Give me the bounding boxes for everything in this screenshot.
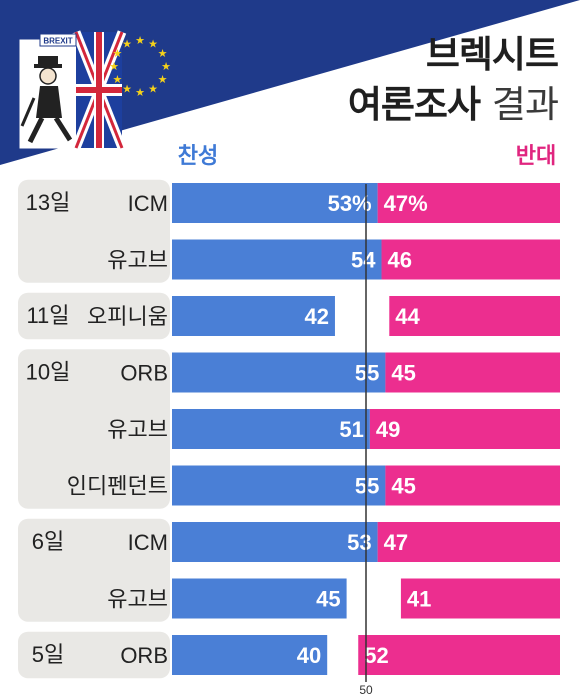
oppose-value-label: 47% [384,191,428,216]
eu-star-icon: ★ [148,37,158,50]
date-label: 13일 [26,190,71,215]
date-group-bg [18,292,170,340]
oppose-bar [381,239,560,280]
title-line-2-main: 여론조사 [347,83,481,126]
eu-star-icon: ★ [135,34,145,47]
eu-star-icon: ★ [158,47,168,60]
oppose-value-label: 45 [391,474,415,499]
oppose-value-label: 45 [391,361,415,386]
date-label: 10일 [26,359,71,384]
date-label: 5일 [32,642,64,667]
oppose-bar [377,522,560,562]
eu-star-icon: ★ [135,86,145,99]
oppose-bar [358,635,560,675]
pollster-label: 유고브 [107,417,168,442]
legend-oppose: 반대 [516,144,556,169]
eu-star-icon: ★ [158,73,168,86]
oppose-value-label: 49 [376,417,400,442]
brexit-badge-text: BREXIT [43,37,72,46]
pollster-label: 유고브 [107,587,168,612]
support-bar [172,522,378,562]
pollster-label: 인디펜던트 [67,474,168,499]
title-line-2-suffix: 결과 [491,83,559,126]
eu-star-icon: ★ [122,83,132,96]
eu-stars-icon: ★★★★★★★★★ ★ ★★ [109,34,171,99]
eu-star-icon: ★ [161,60,171,73]
support-value-label: 54 [351,248,376,273]
pollster-label: 유고브 [107,248,168,273]
support-value-label: 51 [339,417,363,442]
oppose-value-label: 46 [388,248,412,273]
oppose-bar [385,352,560,393]
oppose-value-label: 52 [364,643,388,668]
oppose-bar [369,409,560,449]
oppose-value-label: 47 [384,530,408,555]
pollster-label: ORB [120,361,168,386]
support-bar [172,183,378,223]
title-line-1: 브렉시트 [425,33,559,76]
title-line-2: 여론조사 결과 [347,74,559,128]
support-bar [172,465,386,506]
support-bar [172,352,386,393]
eu-star-icon: ★ [113,47,123,60]
support-bar [172,409,370,449]
support-bar [172,239,382,280]
oppose-bar [389,296,560,336]
oppose-bar [385,465,560,506]
date-label: 6일 [32,529,64,554]
support-value-label: 40 [297,643,321,668]
eu-star-icon: ★ [122,37,132,50]
walking-man-icon [20,56,73,144]
oppose-bar [377,183,560,223]
date-group-bg [18,631,170,679]
oppose-bar [400,578,560,619]
header-banner: ★ ★ ★ ★ ★ ★ ★ ★ ★ ★ ★ ★ BREXIT 브렉시트 여론조사 결과 [0,0,580,200]
pollster-label: ICM [128,191,168,216]
support-value-label: 53% [328,191,372,216]
support-value-label: 53 [347,530,371,555]
oppose-value-label: 44 [395,304,420,329]
pollster-label: 오피니움 [87,304,168,329]
date-label: 11일 [26,303,69,328]
oppose-value-label: 41 [407,587,431,612]
pollster-label: ORB [120,643,168,668]
brexit-illustration [19,30,127,150]
midline-tick-label: 50 [359,683,373,697]
banner-graphic: ★★★★★★★★★ ★ ★★ BREXIT [0,0,580,165]
support-bar [172,296,335,336]
pollster-label: ICM [128,530,168,555]
eu-star-icon: ★ [148,83,158,96]
support-value-label: 55 [355,361,379,386]
date-group-bg [18,518,170,622]
date-group-bg [18,179,170,283]
support-bar [172,635,328,675]
brexit-badge [39,33,77,47]
banner-blue-field [0,0,580,165]
legend-support: 찬성 [178,144,218,169]
eu-star-icon: ★ [109,60,119,73]
eu-star-icon: ★ [113,73,123,86]
support-value-label: 45 [316,587,340,612]
support-bar [172,578,347,619]
support-value-label: 42 [304,304,328,329]
date-group-bg [18,349,170,509]
support-value-label: 55 [355,474,379,499]
